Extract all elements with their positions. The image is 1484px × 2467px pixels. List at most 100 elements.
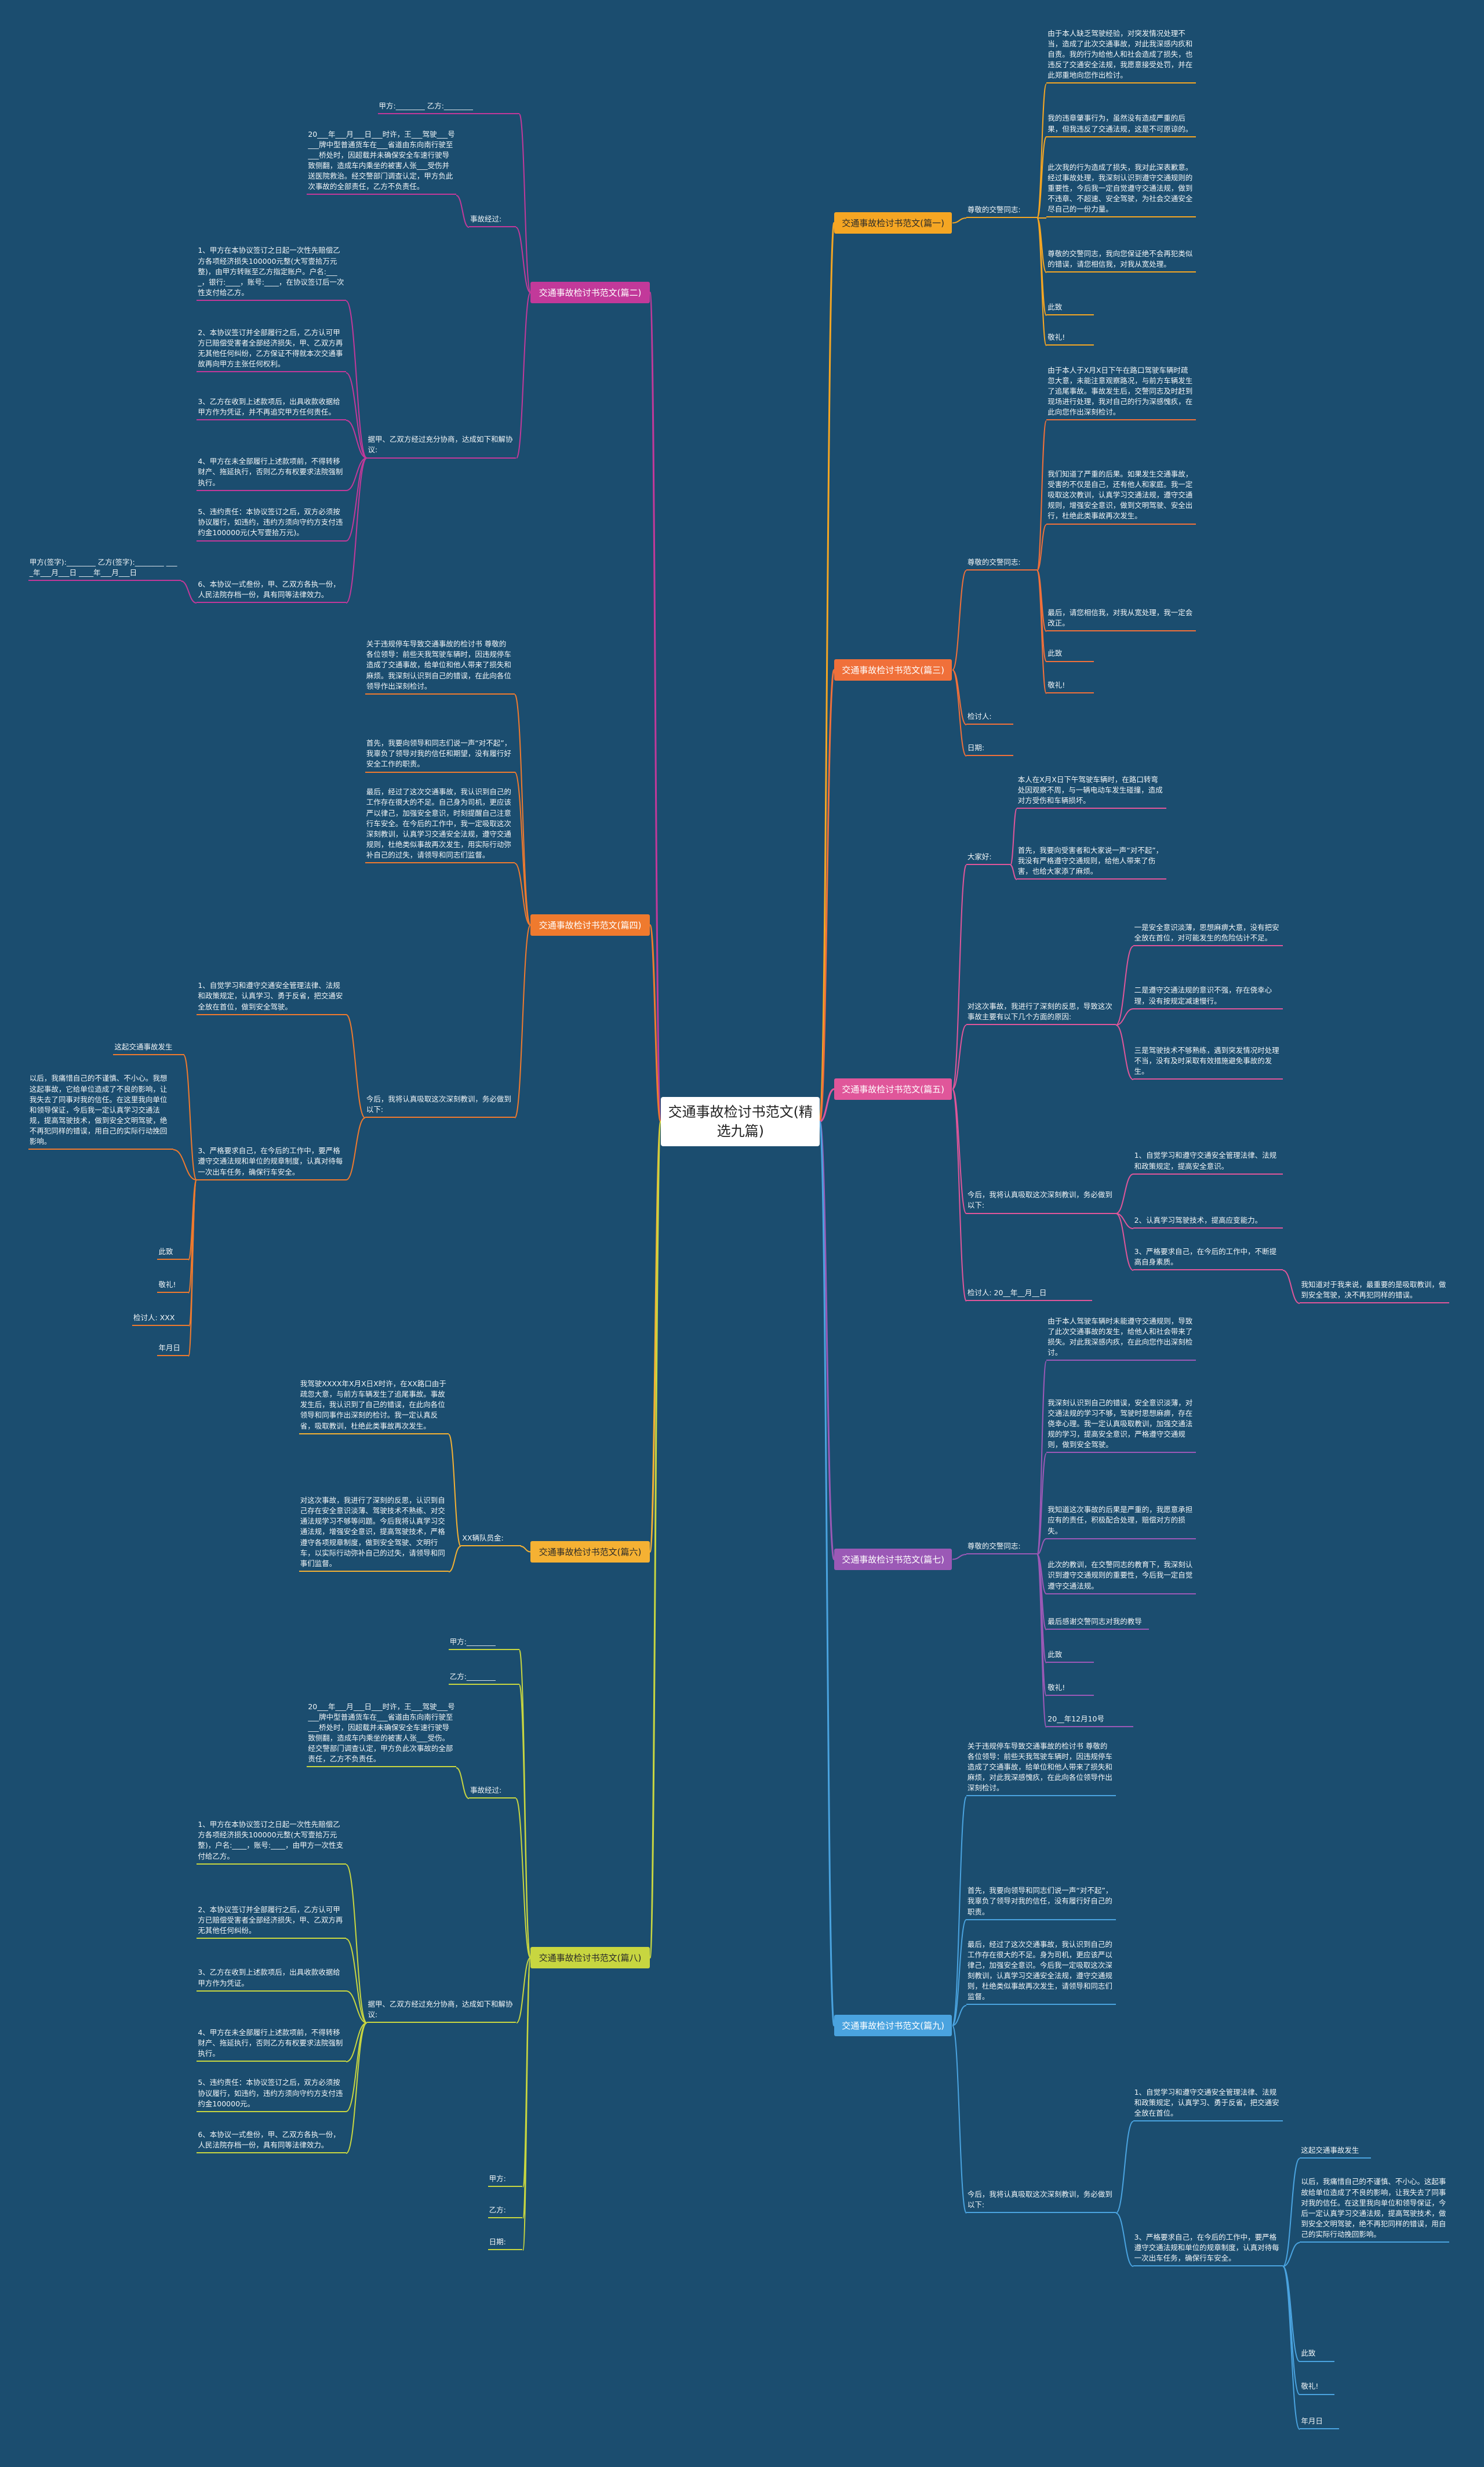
central-topic: 交通事故检讨书范文(精选九篇) [661, 1097, 820, 1146]
topic-text: 甲方(签字):________ 乙方(签字):________ ____年___… [28, 557, 181, 582]
connector [1036, 136, 1047, 219]
topic-text: 事故经过: [468, 1785, 517, 1799]
connector [1036, 570, 1047, 694]
connector [345, 1990, 368, 2023]
topic-text: 1、自觉学习和遵守交通安全管理法律、法规和政策规定，提高安全意识。 [1133, 1150, 1283, 1175]
connector [952, 217, 967, 224]
topic-text: 我们知道了严重的后果。如果发生交通事故，受害的不仅是自己，还有他人和家庭。我一定… [1046, 469, 1196, 525]
topic-text: 今后，我将认真吸取这次深刻教训，务必做到以下: [966, 1190, 1116, 1214]
topic-text: 甲方: [488, 2174, 523, 2188]
topic-text: 敬礼! [1046, 680, 1094, 693]
connector [649, 924, 662, 1122]
topic-text: 由于本人于X月X日下午在路口驾驶车辆时疏忽大意，未能注意观察路况，与前方车辆发生… [1046, 365, 1196, 421]
connector [448, 1546, 461, 1572]
topic-text: 关于违规停车导致交通事故的检讨书 尊敬的各位领导：前些天我驾驶车辆时，因违规停车… [966, 1741, 1116, 1797]
topic-text: 1、自觉学习和遵守交通安全管理法律、法规和政策规定，认真学习、勇于反省，把交通安… [1133, 2087, 1283, 2122]
topic-text: 以后，我痛惜自己的不谨慎、不小心。这起事故给单位造成了不良的影响，让我失去了同事… [1300, 2177, 1450, 2243]
topic-text: 一是安全意识淡薄，思想麻痹大意，没有把安全放在首位，对可能发生的危险估计不足。 [1133, 922, 1283, 947]
topic-text: 20___年___月___日___时许，王___驾驶___号___牌中型普通货车… [307, 1702, 457, 1768]
topic-text: 日期: [966, 743, 1014, 757]
connector [819, 1088, 835, 1122]
connector [345, 457, 368, 491]
topic-text: 此次的教训，在交警同志的教育下，我深刻认识到遵守交通规则的重要性，今后我一定自觉… [1046, 1560, 1196, 1594]
topic-text: 本人在X月X日下午驾驶车辆时，在路口转弯处因观察不周，与一辆电动车发生碰撞，造成… [1016, 775, 1166, 809]
topic-text: 1、甲方在本协议签订之日起一次性先赔偿乙方各项经济损失100000元整(大写壹拾… [197, 1819, 347, 1865]
connector [952, 1024, 967, 1090]
branch-label: 交通事故检讨书范文(篇八) [530, 1947, 650, 1969]
connector [1036, 217, 1047, 346]
connector [183, 1055, 197, 1180]
topic-text: XX辆队员金: [461, 1533, 521, 1547]
topic-text: 年月日 [1300, 2416, 1340, 2430]
connector [952, 1554, 967, 1560]
connector [1036, 1538, 1047, 1555]
connector [345, 1864, 368, 2023]
connector [448, 1434, 461, 1547]
connector [514, 924, 531, 1118]
topic-text: 3、乙方在收到上述款项后，出具收款收据给甲方作为凭证。 [197, 1967, 347, 1992]
connector [173, 1149, 197, 1180]
connector [345, 1938, 368, 2023]
topic-text: 这起交通事故发生 [113, 1042, 184, 1056]
topic-text: 20__年12月10号 [1046, 1714, 1133, 1728]
connector [819, 669, 835, 1122]
topic-text: 此致 [1046, 648, 1094, 662]
connector [952, 864, 967, 1090]
branch-label: 交通事故检讨书范文(篇二) [530, 281, 650, 303]
topic-text: 今后，我将认真吸取这次深刻教训，务必做到以下: [365, 1094, 515, 1118]
connector [952, 1919, 967, 2026]
connector [1115, 2212, 1134, 2267]
topic-text: 首先，我要向受害者和大家说一声“对不起”，我没有严格遵守交通规则，给他人带来了伤… [1016, 845, 1166, 880]
topic-text: 此致 [1300, 2348, 1335, 2362]
topic-text: 1、甲方在本协议签订之日起一次性先赔偿乙方各项经济损失100000元整(大写壹拾… [197, 245, 347, 301]
connector [952, 2025, 967, 2214]
branch-label: 交通事故检讨书范文(篇四) [530, 914, 650, 936]
connector [1036, 524, 1047, 571]
connector [1115, 1173, 1134, 1214]
topic-text: 2、本协议签订并全部履行之后，乙方认可甲方已赔偿受害者全部经济损失，甲、乙双方再… [197, 1905, 347, 1939]
connector [515, 227, 531, 293]
topic-text: 据甲、乙双方经过充分协商，达成如下和解协议: [366, 434, 517, 459]
connector [952, 669, 967, 757]
topic-text: 事故经过: [468, 214, 517, 228]
topic-text: 我知道对于我来说，最重要的是吸取教训，做到安全驾驶，决不再犯同样的错误。 [1300, 1280, 1450, 1304]
topic-text: 3、严格要求自己，在今后的工作中，不断提高自身素质。 [1133, 1247, 1283, 1271]
connector [519, 1684, 531, 1959]
topic-text: 尊敬的交警同志: [966, 557, 1037, 571]
topic-text: 5、违约责任：本协议签订之后，双方必须按协议履行，如违约，违约方须向守约方支付违… [197, 507, 347, 542]
topic-text: 此致 [157, 1247, 189, 1260]
topic-text: 此次我的行为造成了损失，我对此深表歉意。经过事故处理，我深刻认识到遵守交通规则的… [1046, 162, 1196, 218]
connector [1036, 83, 1047, 219]
connector [514, 863, 531, 926]
branch-label: 交通事故检讨书范文(篇一) [834, 212, 952, 234]
connector [1115, 2121, 1134, 2214]
connector [1282, 1270, 1300, 1304]
connector [188, 1179, 197, 1357]
connector [649, 1121, 662, 1959]
topic-text: 1、自觉学习和遵守交通安全管理法律、法规和政策规定，认真学习、勇于反省，把交通安… [197, 980, 347, 1015]
connector [819, 222, 835, 1122]
topic-text: 尊敬的交警同志，我向您保证绝不会再犯类似的错误，请您相信我，对我从宽处理。 [1046, 249, 1196, 273]
connector [1282, 2266, 1300, 2430]
topic-text: 尊敬的交警同志: [966, 1541, 1037, 1554]
connector [520, 1546, 531, 1553]
topic-text: 6、本协议一式叁份，甲、乙双方各执一份，人民法院存档一份，具有同等法律效力。 [197, 2130, 347, 2154]
topic-text: 首先，我要向领导和同志们说一声“对不起”，我辜负了领导对我的信任，没有履行好自己… [966, 1885, 1116, 1920]
topic-text: 5、违约责任：本协议签订之后，双方必须按协议履行，如违约，违约方须向守约方支付违… [197, 2077, 347, 2112]
topic-text: 3、严格要求自己，在今后的工作中，要严格遵守交通法规和单位的规章制度，认真对待每… [197, 1146, 347, 1180]
topic-text: 大家好: [966, 852, 1010, 865]
topic-text: 甲方:________ 乙方:________ [377, 101, 519, 114]
branch-label: 交通事故检讨书范文(篇五) [834, 1078, 952, 1100]
connector [345, 457, 368, 542]
topic-text: 甲方:________ [448, 1637, 519, 1651]
topic-text: 我深刻认识到自己的错误，安全意识淡薄，对交通法规的学习不够，驾驶时思想麻痹，存在… [1046, 1398, 1196, 1454]
connector [345, 1117, 366, 1180]
topic-text: 4、甲方在未全部履行上述款项前，不得转移财产、拖延执行，否则乙方有权要求法院强制… [197, 2028, 347, 2062]
connector [1036, 1453, 1047, 1555]
connector [345, 2022, 368, 2112]
connector [514, 772, 531, 926]
connector [1282, 2242, 1300, 2267]
connector [180, 580, 197, 604]
